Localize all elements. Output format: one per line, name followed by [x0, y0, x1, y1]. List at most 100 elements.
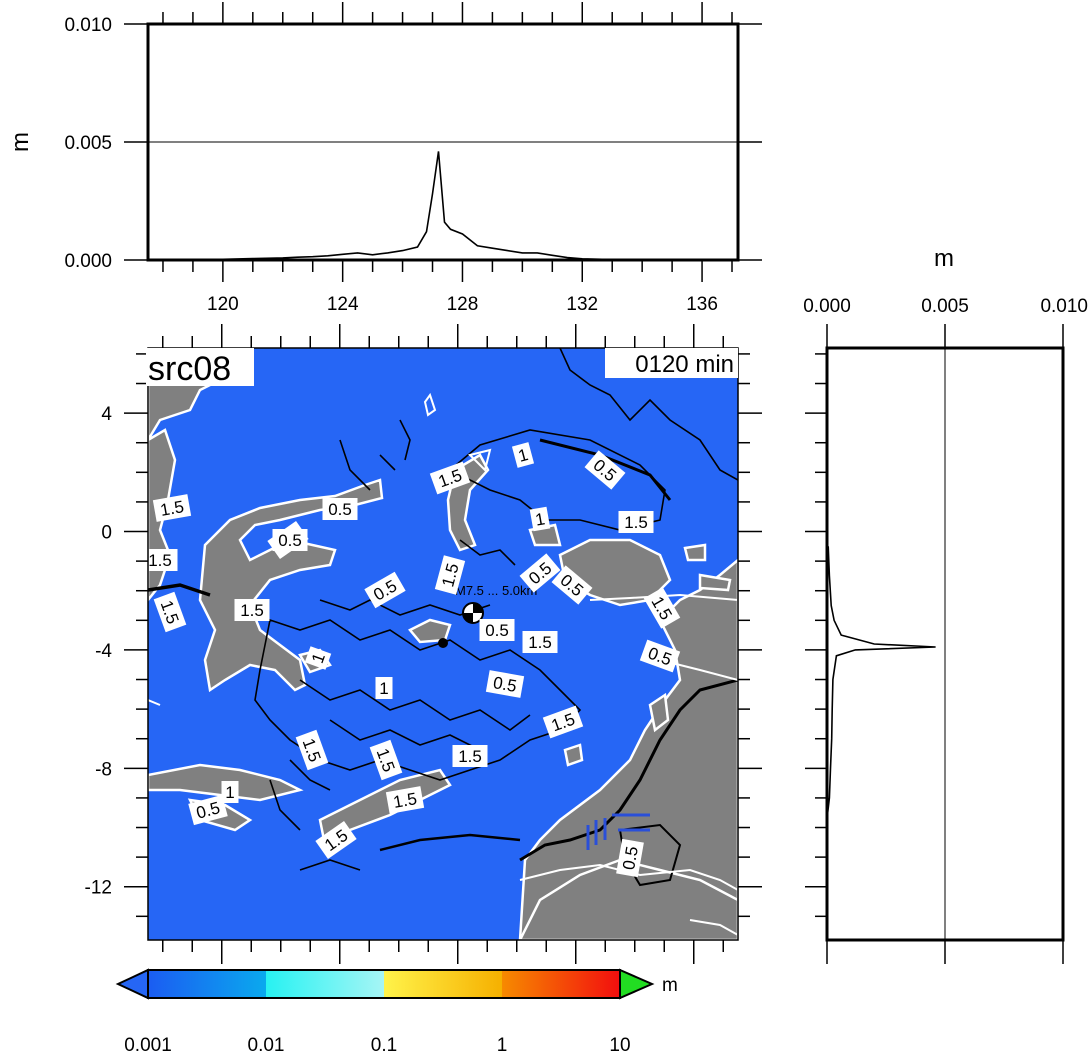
- contour-label-box: [385, 786, 425, 814]
- contour-label: 0.5: [485, 670, 525, 698]
- contour-label-box: [152, 494, 192, 522]
- right-x-tick-label: 0.005: [921, 296, 969, 317]
- top-x-tick-label: 124: [327, 294, 359, 315]
- map-x-ticks: [162, 324, 724, 964]
- contour-label: 0.5: [616, 838, 644, 878]
- station-marker: [586, 813, 650, 850]
- contour-label: 1.5: [522, 631, 558, 653]
- right-x-tick-label: 0.010: [1040, 296, 1088, 317]
- map-y-tick-label: -8: [95, 759, 112, 780]
- contour-label-box: [148, 549, 178, 571]
- colorbar: m 0.001 0.01 0.1 1 10: [115, 968, 678, 1056]
- source-label-box: [146, 348, 254, 386]
- land-islet-3: [683, 543, 707, 562]
- contour-label-box: [322, 498, 358, 520]
- contour-label-text: 0.5: [278, 531, 302, 550]
- contour-label-box: [234, 599, 270, 621]
- contour-label-box: [452, 745, 488, 767]
- top-panel: m 0.000 0.005 0.010 120 124 128 132 136: [7, 2, 762, 315]
- contour-label-box: [618, 511, 654, 533]
- contour-label-text: 1.5: [528, 633, 552, 652]
- contour-label: 1.5: [434, 555, 466, 595]
- top-x-tick-label: 132: [566, 294, 598, 315]
- contour-label-box: [272, 529, 308, 551]
- colorbar-unit: m: [662, 975, 678, 996]
- contour-label-box: [188, 794, 228, 826]
- contour-label: 1.5: [148, 549, 178, 571]
- contour-label-text: 1.5: [148, 551, 172, 570]
- contour-label-box: [551, 565, 593, 605]
- top-x-tick-label: 136: [686, 294, 718, 315]
- top-y-tick-label: 0.005: [64, 133, 112, 154]
- contour-label: 1: [221, 781, 239, 803]
- top-y-tick-label: 0.000: [64, 251, 112, 272]
- contour-label-box: [295, 729, 329, 771]
- right-x-ticks: 0.000 0.005 0.010: [803, 296, 1088, 964]
- contour-label-box: [364, 571, 406, 609]
- contour-label-box: [221, 781, 239, 803]
- land-new-guinea: [518, 558, 738, 940]
- contour-label-text: 1: [379, 679, 388, 698]
- top-x-ticks: 120 124 128 132 136: [162, 2, 733, 315]
- right-xlabel: m: [934, 245, 954, 272]
- contour-label-text: 1.5: [240, 601, 264, 620]
- map-y-ticks: 4 0 -4 -8 -12: [85, 353, 762, 918]
- contour-label: 1.5: [152, 494, 192, 522]
- colorbar-label: 0.01: [248, 1035, 285, 1056]
- time-label-box: [605, 348, 738, 378]
- contour-label-text: 0.5: [492, 673, 519, 696]
- contour-label: 1.5: [618, 511, 654, 533]
- source-label: src08: [148, 350, 231, 388]
- contours-black: [148, 348, 738, 887]
- contour-label-box: [542, 705, 584, 739]
- contour-label: 0.5: [322, 498, 358, 520]
- land-sulawesi: [198, 478, 384, 693]
- contour-label-box: [639, 639, 681, 673]
- top-y-ticks: 0.000 0.005 0.010: [64, 15, 762, 272]
- colorbar-seg-1: [148, 970, 266, 998]
- contour-label-box: [485, 670, 525, 698]
- map-y-tick-label: 4: [101, 404, 112, 425]
- land-buru: [408, 618, 452, 644]
- top-x-tick-label: 128: [447, 294, 479, 315]
- contour-label-text: 1.5: [624, 513, 648, 532]
- colorbar-over-arrow: [619, 968, 655, 1000]
- contour-label: 0.5: [479, 619, 515, 641]
- contour-label-text: 1.5: [458, 747, 482, 766]
- contour-label: 0.5: [584, 450, 626, 490]
- colorbar-seg-3: [384, 970, 502, 998]
- colorbar-labels: 0.001 0.01 0.1 1 10: [124, 1035, 630, 1056]
- contour-label-box: [529, 506, 551, 532]
- contour-label: 1.5: [452, 745, 488, 767]
- contour-label: 1: [375, 677, 393, 699]
- contour-label: 0.5: [272, 529, 308, 551]
- right-x-tick-label: 0.000: [803, 296, 851, 317]
- contour-label-box: [616, 838, 644, 878]
- colorbar-seg-4: [502, 970, 620, 998]
- contour-label-box: [304, 646, 332, 670]
- colorbar-label: 0.1: [371, 1035, 397, 1056]
- contour-label-box: [434, 555, 466, 595]
- contour-label-box: [375, 677, 393, 699]
- map-y-tick-label: -12: [85, 878, 112, 899]
- epicenter-label: M7.5 ... 5.0km: [455, 583, 537, 598]
- colorbar-label: 1: [497, 1035, 508, 1056]
- colorbar-under-arrow: [115, 968, 149, 1000]
- contour-label: 1: [511, 442, 535, 468]
- map-frame: [147, 347, 739, 941]
- right-panel: m 0.000 0.005 0.010: [803, 245, 1088, 964]
- map-y-tick-label: -4: [95, 641, 112, 662]
- contour-label-text: 0.5: [485, 621, 509, 640]
- contour-label-box: [369, 739, 403, 781]
- contour-label-text: 1.5: [392, 789, 419, 812]
- contour-label: 0.5: [188, 794, 228, 826]
- time-label: 0120 min: [635, 351, 734, 378]
- top-series-line: [222, 151, 613, 261]
- contour-label-box: [584, 450, 626, 490]
- colorbar-label: 0.001: [124, 1035, 172, 1056]
- contour-label: 1.5: [234, 599, 270, 621]
- contour-label: 1: [304, 646, 332, 670]
- contour-label-box: [429, 461, 471, 495]
- colorbar-seg-2: [266, 970, 384, 998]
